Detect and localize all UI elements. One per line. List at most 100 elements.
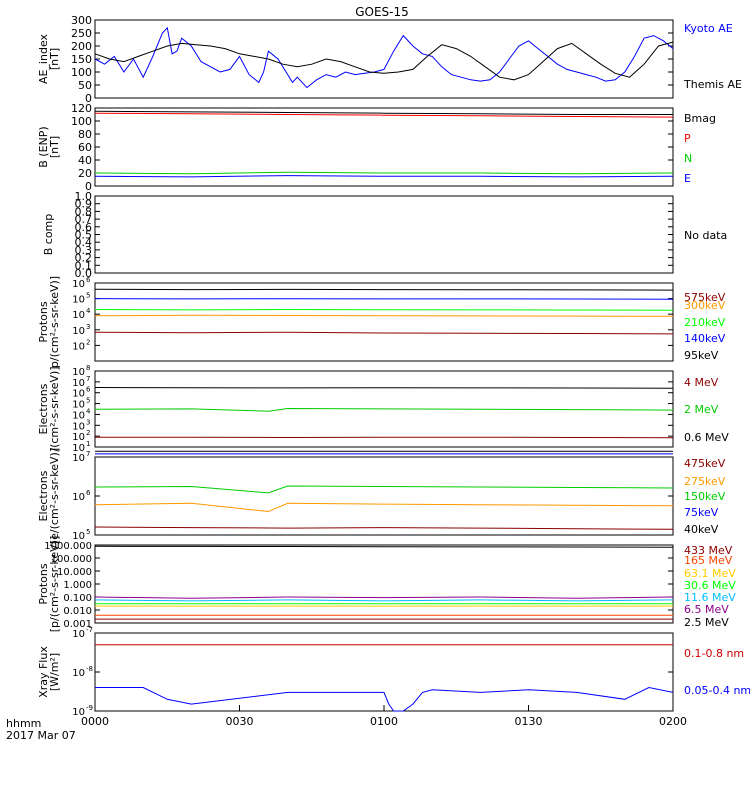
legend-entry: N <box>684 152 692 165</box>
y-tick-label: 10 <box>72 341 85 352</box>
y-tick-label: 0 <box>85 92 92 105</box>
series-line-kyoto-ae <box>94 26 674 89</box>
y-tick-label: 10 <box>72 295 85 306</box>
series-line-140kev <box>94 298 674 300</box>
y-tick-exponent: 8 <box>86 364 90 372</box>
y-tick-label: 1.0 <box>75 190 93 203</box>
y-tick-label: 10 <box>72 492 85 503</box>
y-tick-exponent: 4 <box>86 307 91 315</box>
series-line-p <box>94 112 674 118</box>
y-tick-exponent: 4 <box>86 407 91 415</box>
panel-3: 0.00.10.20.30.40.50.60.70.80.91.0 B comp N… <box>42 190 727 280</box>
legend-entry: 0.6 MeV <box>684 431 729 444</box>
series-line-300kev <box>94 314 674 317</box>
y-tick-exponent: 3 <box>86 418 90 426</box>
legend-entry: 475keV <box>684 457 726 470</box>
y-axis-label: AE_index <box>37 33 50 84</box>
panel-frame <box>94 456 674 536</box>
y-tick-exponent: 5 <box>86 292 90 300</box>
y-tick-exponent: -8 <box>86 665 93 673</box>
y-tick-label: 0.5 <box>75 229 93 242</box>
legend-entry: Themis AE <box>683 78 742 91</box>
y-tick-label: 0.010 <box>63 606 92 617</box>
y-tick-exponent: -7 <box>86 626 93 634</box>
y-axis-label: Electrons <box>37 470 50 521</box>
series-line-e <box>94 175 674 178</box>
legend-entry: 6.5 MeV <box>684 603 729 616</box>
legend-entry: 165 MeV <box>684 554 733 567</box>
panel-frame <box>94 107 674 187</box>
y-axis-label: [nT] <box>48 48 61 70</box>
x-tick-label: 0130 <box>515 715 543 728</box>
y-tick-label: 0.3 <box>75 244 93 257</box>
panel-frame <box>94 195 674 274</box>
legend-entry: 95keV <box>684 349 719 362</box>
panel-frame <box>94 19 674 99</box>
legend-entry: 433 MeV <box>684 544 733 557</box>
y-tick-label: 60 <box>78 141 92 154</box>
series-line-0-05-0-4-nm <box>95 686 674 712</box>
y-tick-label: 0.0 <box>75 267 93 280</box>
y-tick-label: 0.9 <box>75 198 93 211</box>
footer-date-label: 2017 Mar 07 <box>6 729 76 742</box>
y-axis-label: B (ENP) <box>37 126 50 167</box>
chart-title: GOES-15 <box>355 5 409 19</box>
y-tick-label: 10 <box>72 531 85 542</box>
series-line-210kev <box>94 308 674 311</box>
y-tick-label: 0.6 <box>75 221 93 234</box>
x-tick-label: 0200 <box>659 715 687 728</box>
series-line-275kev <box>94 502 674 513</box>
legend-entry: 0.05-0.4 nm <box>684 684 750 697</box>
legend-entry: 2 MeV <box>684 403 719 416</box>
legend-entry: Kyoto AE <box>684 22 733 35</box>
y-tick-label: 300 <box>71 14 92 27</box>
y-axis-label: Xray Flux <box>37 646 50 698</box>
series-line-575kev <box>94 331 674 335</box>
y-tick-label: 250 <box>71 27 92 40</box>
legend-entry: 0.1-0.8 nm <box>684 647 744 660</box>
y-axis-label: p/(cm²-s-sr-keV)] <box>48 276 61 368</box>
y-axis-label: Protons <box>37 301 50 342</box>
legend-entry: E <box>684 172 691 185</box>
legend-entry: 140keV <box>684 332 726 345</box>
y-tick-label: 10 <box>72 421 85 432</box>
y-tick-label: 10 <box>72 367 85 378</box>
y-tick-label: 10 <box>72 453 85 464</box>
y-tick-exponent: 1 <box>86 440 90 448</box>
y-tick-label: 10 <box>72 378 85 389</box>
y-tick-label: 10 <box>72 410 85 421</box>
y-tick-label: 10 <box>72 310 85 321</box>
y-tick-exponent: 5 <box>86 528 90 536</box>
y-tick-exponent: 2 <box>86 429 90 437</box>
legend-entry: 275keV <box>684 475 726 488</box>
y-tick-exponent: 7 <box>86 375 90 383</box>
y-tick-exponent: 7 <box>86 450 90 458</box>
y-axis-label: Protons <box>37 563 50 604</box>
series-line-150kev <box>94 485 674 494</box>
y-tick-exponent: 5 <box>86 397 90 405</box>
legend-entry: P <box>684 132 691 145</box>
series-line-themis-ae <box>94 41 674 81</box>
y-axis-label: Electrons <box>37 383 50 434</box>
y-tick-label: 80 <box>78 128 92 141</box>
y-tick-label: 10 <box>72 668 85 679</box>
series-line-4-mev <box>95 436 674 439</box>
legend-entry: 30.6 MeV <box>684 579 736 592</box>
y-tick-exponent: 6 <box>86 489 91 497</box>
series-line-n <box>94 171 674 175</box>
y-axis-label: /(cm²-s-sr-keV)] <box>48 366 61 451</box>
y-tick-label: 100 <box>71 115 92 128</box>
y-tick-label: 0.2 <box>75 252 93 265</box>
series-line-bmag <box>94 110 673 115</box>
legend-entry: 40keV <box>684 523 719 536</box>
legend-entry: 11.6 MeV <box>684 591 736 604</box>
y-tick-label: 10 <box>72 707 85 718</box>
